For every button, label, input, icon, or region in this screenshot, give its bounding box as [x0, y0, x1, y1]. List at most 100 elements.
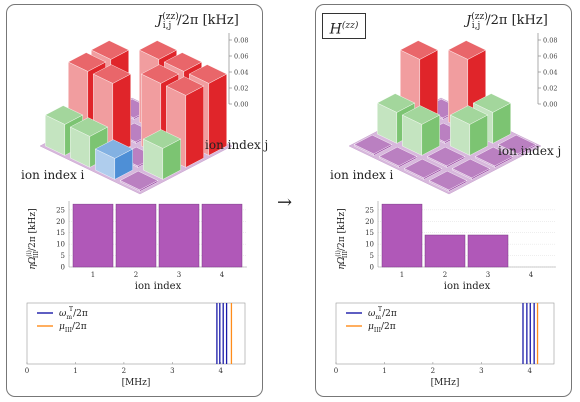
z-tick-label: 0.00	[234, 101, 248, 109]
frequency-plot-area	[335, 302, 555, 365]
frequency-plot-area	[26, 302, 246, 365]
x-axis-label: [MHz]	[122, 378, 151, 388]
coupling-title: J(zz)i,j/2π [kHz]	[157, 12, 239, 31]
y-tick-label: 10	[365, 241, 374, 249]
z-tick-label: 0.04	[543, 69, 557, 77]
rabi-bar-chart: 0 5 10 15 20 25 1 2 3 4 ion index ηΩ(i)III/2π [kHz]	[26, 201, 247, 292]
coupling-title: J(zz)i,j/2π [kHz]	[466, 12, 548, 31]
z-tick-label: 0.00	[543, 101, 557, 109]
coupling-bar	[428, 170, 468, 192]
x-tick-label: 0	[25, 367, 29, 375]
bar-top	[67, 52, 107, 72]
bar-top	[472, 93, 512, 113]
x-tick-label: 3	[479, 367, 483, 375]
x-tick-label: 1	[91, 271, 95, 279]
coupling-bar	[401, 105, 441, 156]
bar-top	[451, 158, 491, 179]
bar-top	[399, 40, 439, 60]
bar-top	[94, 139, 134, 159]
coupling-3d-bar-chart: 0.08 0.06 0.04 0.02 0.00	[348, 33, 557, 195]
rabi-bar	[381, 203, 423, 268]
rabi-bar	[424, 234, 466, 268]
x-tick-label: 2	[443, 271, 447, 279]
bar-top	[428, 170, 468, 191]
coupling-bar	[119, 170, 159, 192]
x-axis-label: ion index	[444, 281, 491, 292]
y-tick-label: 25	[365, 206, 374, 214]
coupling-bar	[426, 146, 466, 168]
bar-top	[497, 134, 537, 155]
bar-face	[185, 85, 204, 168]
z-tick-label: 0.02	[543, 85, 557, 93]
bar-top	[403, 158, 443, 179]
x-tick-label: 4	[529, 271, 534, 279]
arrow-icon: →	[277, 192, 293, 213]
bar-top	[44, 105, 84, 125]
x-tick-label: 3	[170, 367, 174, 375]
z-tick-label: 0.08	[234, 37, 248, 45]
y-tick-label: 25	[56, 206, 65, 214]
y-tick-label: 20	[365, 218, 374, 226]
left-panel: J(zz)i,j/2π [kHz] 0.08 0.06 0.04 0.02 0.00 i…	[6, 4, 268, 397]
ion-i-axis-label: ion index i	[330, 168, 394, 182]
rabi-bar	[201, 203, 243, 268]
coupling-bar	[449, 105, 489, 156]
y-tick-label: 5	[370, 252, 374, 260]
x-tick-label: 1	[382, 367, 386, 375]
ion-j-axis-label: ion index j	[205, 138, 269, 152]
bar-top	[119, 170, 159, 191]
z-tick-label: 0.06	[543, 53, 557, 61]
y-tick-label: 0	[61, 264, 65, 272]
y-tick-label: 10	[56, 241, 65, 249]
coupling-bar	[474, 146, 514, 168]
x-tick-label: 4	[528, 367, 533, 375]
x-tick-label: 3	[177, 271, 181, 279]
bar-top	[376, 93, 416, 113]
rabi-bar	[115, 203, 157, 268]
bar-top	[474, 146, 514, 167]
x-tick-label: 2	[122, 367, 126, 375]
ion-i-axis-label: ion index i	[21, 168, 85, 182]
bar-top	[92, 64, 132, 84]
bar-top	[447, 40, 487, 60]
y-tick-label: 15	[365, 229, 374, 237]
z-tick-label: 0.04	[234, 69, 248, 77]
bar-top	[353, 134, 393, 155]
coupling-bar	[497, 134, 537, 156]
x-axis-label: ion index	[135, 281, 182, 292]
rabi-bar-chart: 0 5 10 15 20 25 1 2 3 4 ion index ηΩ(i)III/2π [kHz]	[335, 201, 556, 292]
rabi-bar	[72, 203, 114, 268]
bar-top	[188, 64, 228, 84]
hamiltonian-box: H(zz)	[322, 13, 366, 39]
bar-top	[140, 64, 180, 84]
z-tick-label: 0.06	[234, 53, 248, 61]
x-tick-label: 4	[219, 367, 224, 375]
y-tick-label: 0	[370, 264, 374, 272]
bar-top	[165, 76, 205, 96]
bar-top	[426, 146, 466, 167]
ion-j-axis-label: ion index j	[498, 144, 562, 158]
x-tick-label: 2	[134, 271, 138, 279]
z-tick-label: 0.08	[543, 37, 557, 45]
coupling-bar	[403, 158, 443, 180]
x-tick-label: 1	[73, 367, 77, 375]
x-tick-label: 1	[400, 271, 404, 279]
legend-omega-label: ωmT/2π	[368, 306, 397, 321]
bar-top	[378, 146, 418, 167]
y-tick-label: 15	[56, 229, 65, 237]
legend-omega-label: ωmT/2π	[59, 306, 88, 321]
legend-mu-label: μIII/2π	[368, 322, 396, 334]
y-axis-label: ηΩ(i)III/2π [kHz]	[335, 208, 349, 269]
rabi-bar	[158, 203, 200, 268]
right-panel: H(zz) J(zz)i,j/2π [kHz] 0.08 0.06 0.04 0.02…	[315, 4, 572, 397]
x-tick-label: 2	[431, 367, 435, 375]
bar-top	[69, 117, 109, 137]
coupling-bar	[451, 158, 491, 180]
y-tick-label: 5	[61, 252, 65, 260]
x-axis-label: [MHz]	[431, 378, 460, 388]
y-tick-label: 20	[56, 218, 65, 226]
x-tick-label: 3	[486, 271, 490, 279]
legend-mu-label: μIII/2π	[59, 322, 87, 334]
